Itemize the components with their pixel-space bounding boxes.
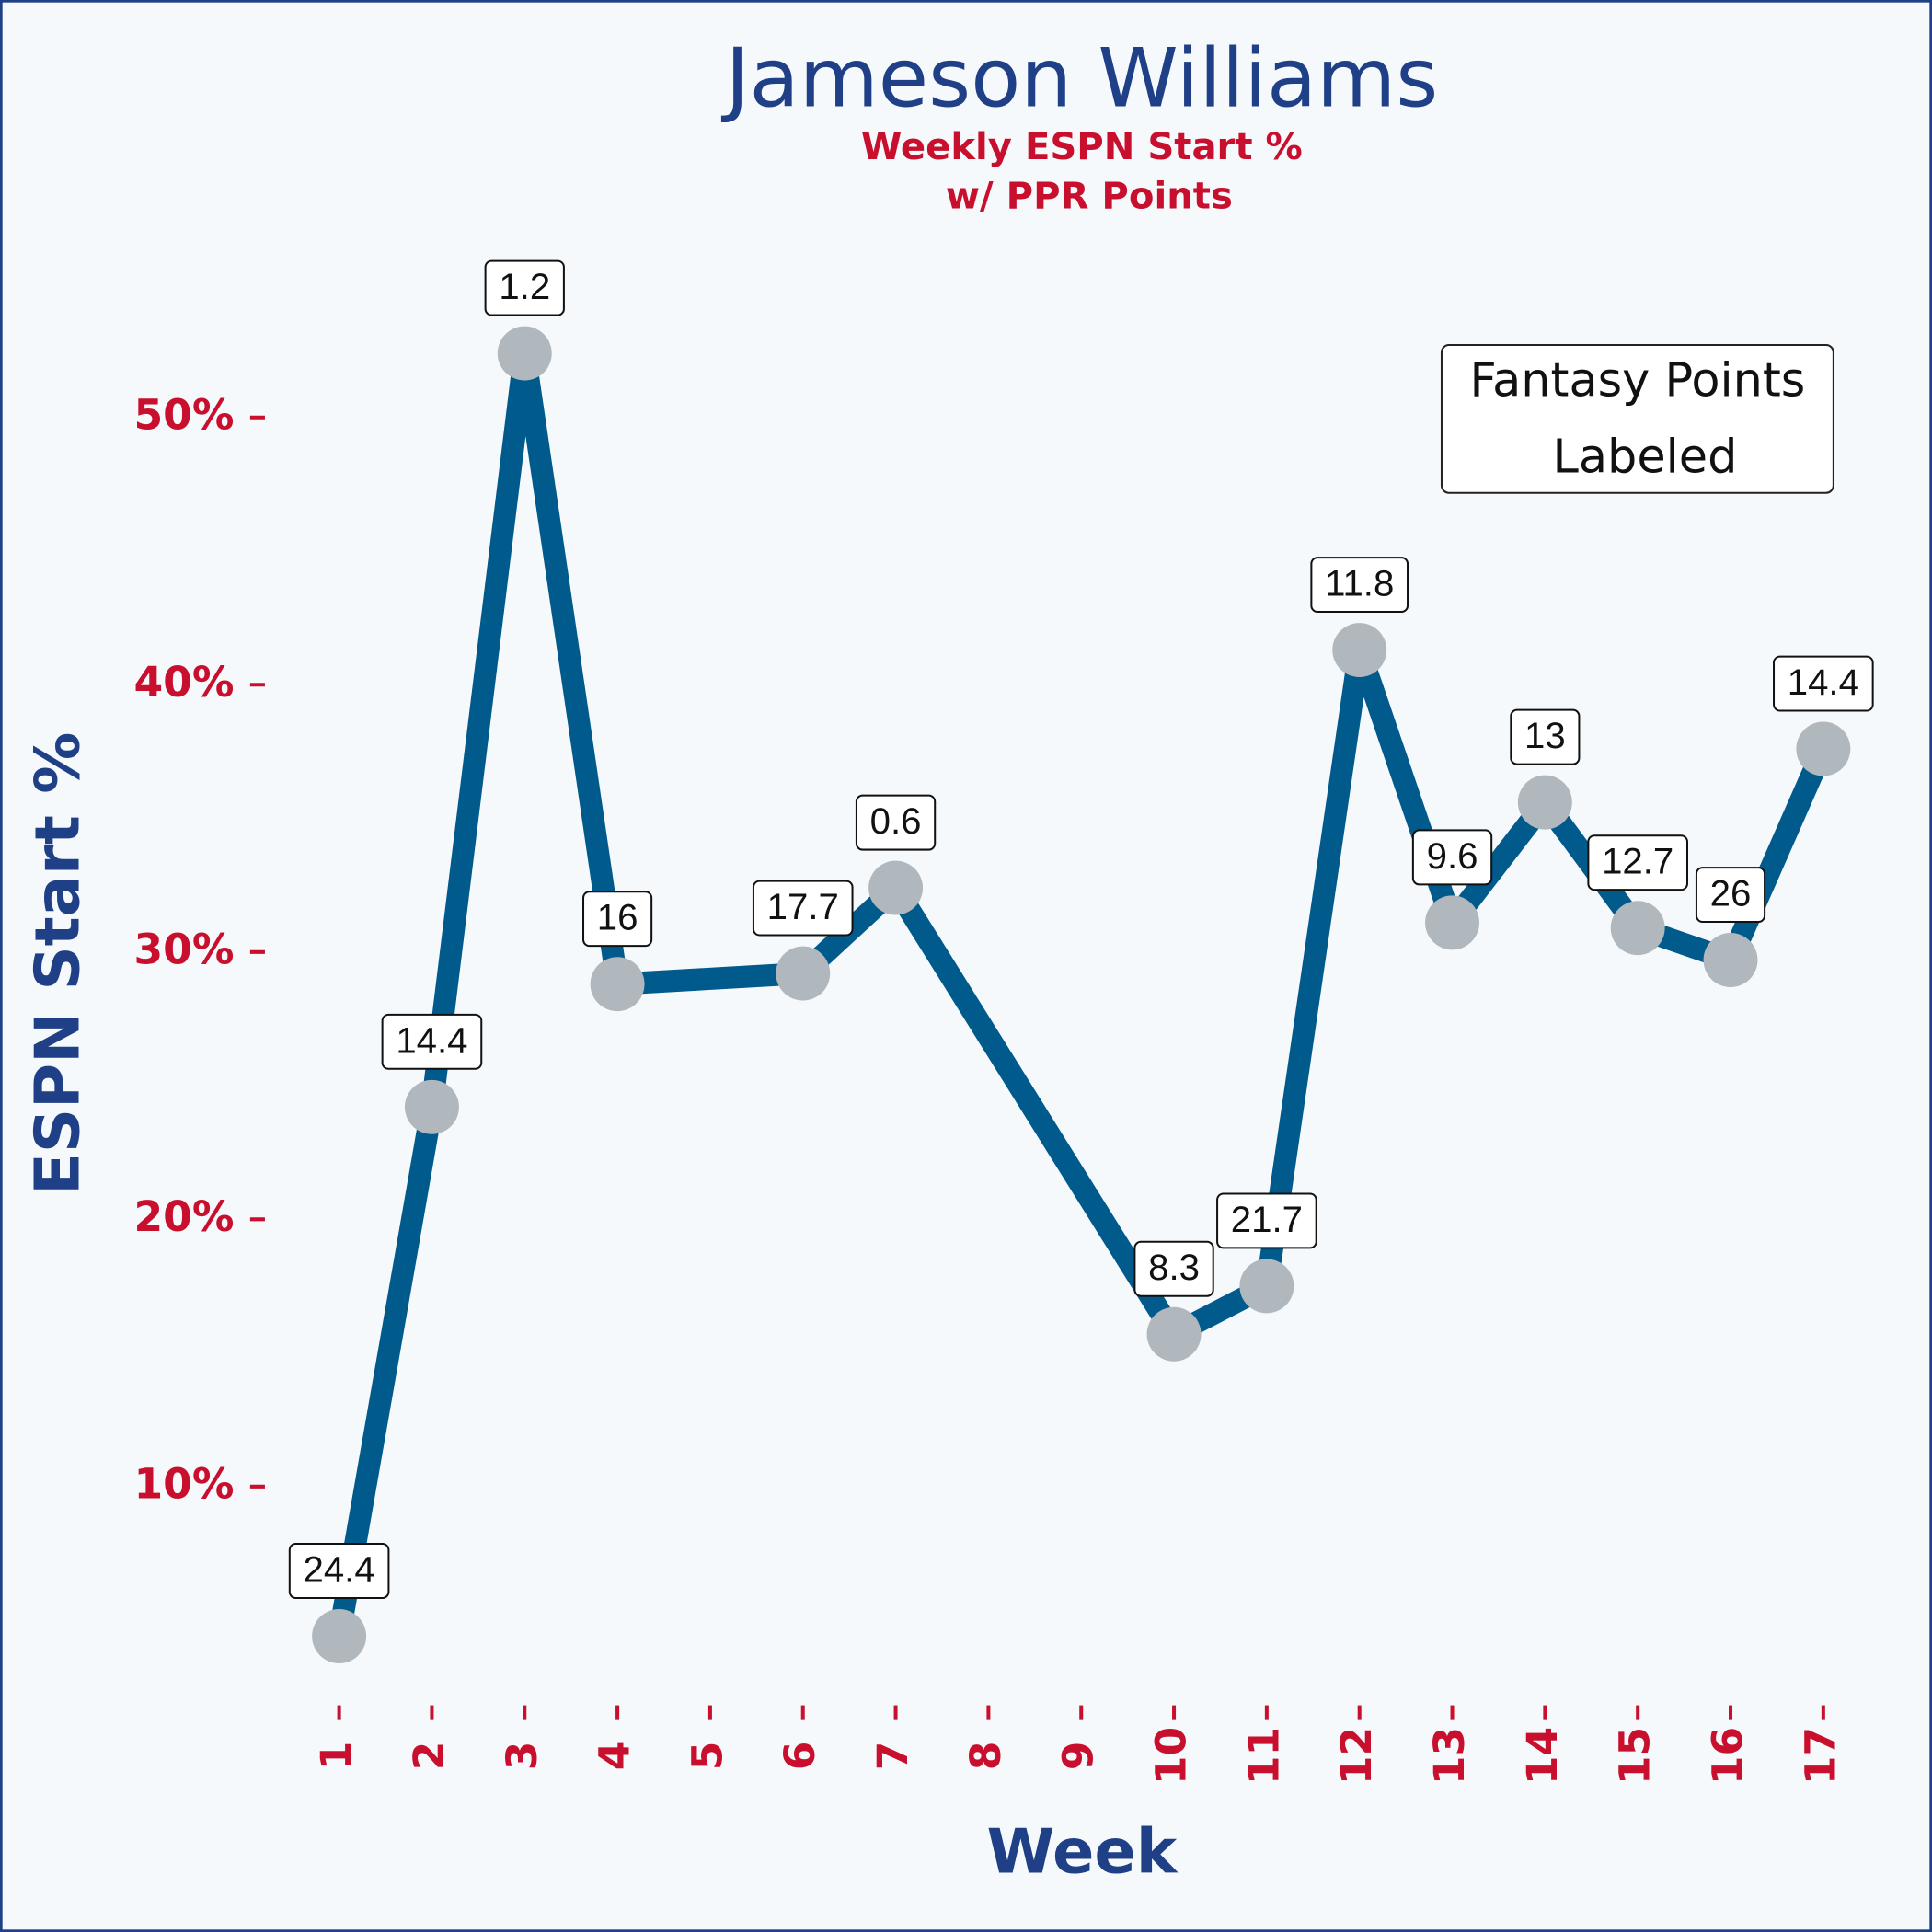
data-label: 13 (1524, 715, 1566, 756)
data-point (590, 957, 645, 1012)
data-point (1425, 895, 1479, 950)
data-point (497, 326, 552, 381)
data-label: 1.2 (499, 266, 550, 307)
data-point (312, 1609, 367, 1663)
x-axis-label: Week (986, 1816, 1178, 1888)
data-point (1517, 775, 1572, 830)
data-point (1796, 721, 1851, 776)
x-tick-label: 10 (1147, 1727, 1196, 1785)
data-point (1146, 1306, 1202, 1362)
data-label: 9.6 (1427, 835, 1478, 877)
data-label-box (582, 891, 653, 948)
annotation: Fantasy Points (1470, 354, 1806, 408)
x-tick-label: 6 (776, 1742, 824, 1771)
y-axis-label: ESPN Start % (22, 732, 94, 1195)
data-label-box (752, 880, 854, 937)
x-tick-label: 15 (1611, 1727, 1660, 1785)
y-tick-label: 10% (134, 1459, 235, 1508)
data-label: 16 (597, 897, 638, 938)
data-label-box (1587, 834, 1688, 891)
x-tick-label: 12 (1332, 1727, 1381, 1785)
data-label: 24.4 (304, 1548, 375, 1590)
x-tick-label: 14 (1518, 1727, 1567, 1785)
x-tick-label: 5 (683, 1742, 731, 1771)
data-label: 14.4 (396, 1019, 467, 1061)
x-tick-label: 1 (312, 1742, 361, 1771)
data-label-box (1216, 1192, 1317, 1249)
x-tick-label: 13 (1425, 1727, 1474, 1785)
x-tick-label: 7 (868, 1742, 917, 1771)
data-point (1610, 901, 1665, 956)
chart-subtitle: w/ PPR Points (946, 176, 1233, 218)
data-label-box (1310, 557, 1409, 614)
annotation-box (1440, 343, 1834, 494)
data-point (868, 860, 924, 915)
data-point (1332, 623, 1387, 678)
data-label-box (1133, 1240, 1214, 1297)
data-label: 14.4 (1788, 661, 1859, 703)
x-tick-label: 2 (405, 1742, 454, 1771)
data-point (1703, 933, 1758, 987)
x-tick-label: 17 (1796, 1727, 1845, 1785)
data-label-box (288, 1543, 390, 1599)
data-label-box (1695, 867, 1766, 924)
annotation: Labeled (1553, 431, 1738, 485)
data-label: 17.7 (767, 886, 839, 927)
y-tick-label: 20% (134, 1192, 235, 1241)
data-point (404, 1079, 459, 1134)
x-tick-label: 11 (1239, 1727, 1288, 1785)
data-label-box (1510, 708, 1581, 765)
data-point (1239, 1259, 1294, 1314)
x-tick-label: 4 (591, 1742, 639, 1771)
data-label: 0.6 (870, 800, 922, 842)
x-tick-label: 16 (1704, 1727, 1753, 1785)
data-label: 26 (1710, 872, 1752, 914)
data-label-box (381, 1013, 483, 1070)
chart-subtitle: Weekly ESPN Start % (861, 126, 1303, 168)
data-label-box (484, 259, 565, 316)
y-tick-label: 40% (134, 658, 235, 707)
data-label-box (1411, 829, 1493, 886)
x-tick-label: 9 (1054, 1742, 1103, 1771)
chart-title: Jameson Williams (720, 30, 1438, 125)
y-tick-label: 50% (134, 390, 235, 439)
data-label: 12.7 (1602, 841, 1673, 882)
y-tick-label: 30% (134, 925, 235, 973)
x-tick-label: 3 (498, 1742, 546, 1771)
data-label: 11.8 (1325, 563, 1394, 604)
data-label-box (855, 794, 937, 851)
data-label-box (1773, 655, 1874, 712)
data-point (776, 946, 831, 1001)
x-tick-label: 8 (961, 1742, 1010, 1771)
data-label: 8.3 (1148, 1247, 1200, 1288)
data-label: 21.7 (1231, 1199, 1303, 1240)
